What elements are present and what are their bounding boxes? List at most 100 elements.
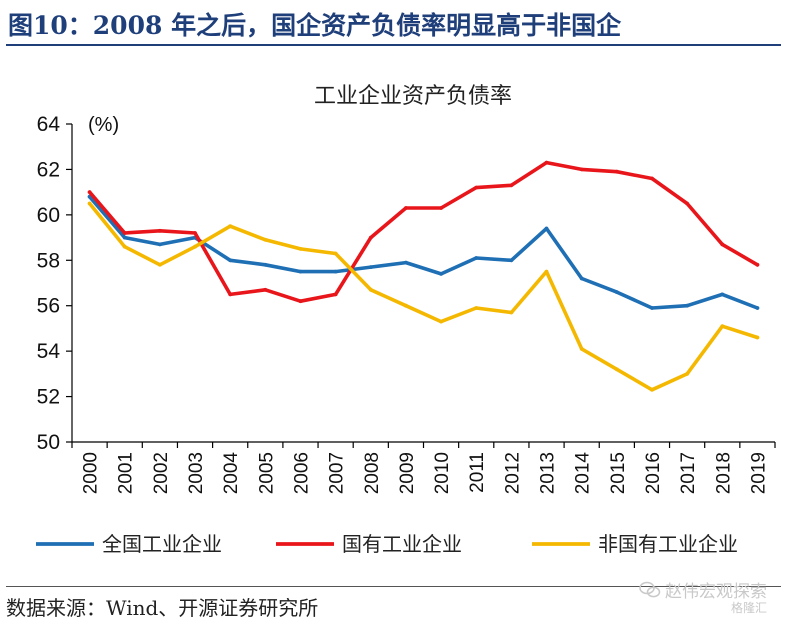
series-3-point [439, 319, 443, 324]
x-tick-label: 2017 [678, 452, 699, 494]
x-tick-label: 2008 [362, 452, 383, 494]
footer-divider [6, 586, 781, 587]
series-line-2 [87, 160, 760, 304]
x-tick-label: 2016 [643, 452, 664, 494]
x-tick-label: 2003 [186, 452, 207, 494]
series-line-3 [87, 201, 760, 392]
series-3-point [263, 237, 268, 242]
series-2-point [333, 292, 338, 297]
series-3-point [755, 335, 760, 340]
x-tick-label: 2012 [502, 452, 523, 494]
series-2-point [755, 262, 760, 267]
series-2-point [439, 206, 443, 210]
series-3-point [614, 367, 619, 372]
series-2-point [720, 242, 725, 247]
series-3-point [87, 201, 92, 206]
series-1-point [685, 303, 689, 308]
series-1-point [474, 256, 479, 260]
title-divider [6, 44, 781, 46]
series-2-point [685, 201, 689, 206]
x-tick-label: 2005 [256, 452, 277, 494]
y-axis-ticks: 50 52 54 56 58 60 62 64 [37, 113, 72, 454]
series-1-point [158, 242, 162, 247]
series-1-point [650, 306, 654, 310]
series-1-point [368, 265, 373, 269]
series-1-point [544, 226, 549, 231]
axes [71, 124, 775, 443]
series-3-point [122, 244, 127, 249]
chart-title: 工业企业资产负债率 [314, 84, 512, 109]
series-1-point [509, 258, 514, 263]
series-2-point [228, 292, 233, 297]
x-tick-label: 2013 [538, 452, 559, 494]
data-source-note: 数据来源：Wind、开源证券研究所 [6, 596, 319, 620]
series-2-point [544, 160, 549, 165]
series-3-point [333, 251, 338, 256]
series-1-point [439, 272, 443, 276]
legend-label-1: 全国工业企业 [102, 532, 222, 556]
series-3-point [193, 244, 197, 249]
y-tick-label: 58 [37, 249, 60, 272]
watermark-text: 赵伟宏观探索 [665, 582, 767, 602]
series-3-point [650, 387, 654, 392]
series-2-point [579, 167, 584, 172]
y-tick-label: 62 [37, 158, 60, 181]
series-2-point [193, 231, 197, 235]
series-2-point [368, 235, 373, 240]
series-2-point [298, 299, 303, 304]
y-tick-label: 54 [37, 340, 61, 363]
legend-label-2: 国有工业企业 [342, 532, 462, 556]
watermark: 赵伟宏观探索 格隆汇 [639, 577, 767, 615]
x-tick-label: 2009 [397, 452, 418, 494]
watermark-subtext: 格隆汇 [730, 601, 767, 615]
series-1-point [228, 258, 233, 263]
x-tick-label: 2019 [748, 452, 769, 494]
series-2-point [404, 206, 408, 210]
series-3-point [298, 247, 303, 251]
series-2-point [650, 176, 654, 181]
series-3-point [158, 262, 162, 267]
series-3-point [228, 224, 233, 229]
wechat-icon [639, 581, 661, 597]
series-2-point [509, 183, 514, 188]
legend-label-3: 非国有工业企业 [598, 532, 738, 556]
x-tick-label: 2002 [151, 452, 172, 494]
series-2-point [87, 190, 92, 195]
series-1-point [614, 290, 619, 294]
series-2-point [158, 228, 162, 233]
y-tick-label: 60 [37, 204, 60, 227]
figure-title: 图10：2008 年之后，国企资产负债率明显高于非国企 [8, 11, 622, 40]
series-3-point [368, 287, 373, 292]
series-1-point [263, 262, 268, 267]
series-3-point [685, 372, 689, 376]
legend: 全国工业企业 国有工业企业 非国有工业企业 [36, 532, 738, 556]
x-tick-label: 2018 [713, 452, 734, 494]
series-2-point [263, 287, 268, 292]
x-tick-label: 2007 [327, 452, 348, 494]
y-axis-unit-label: (%) [88, 114, 119, 136]
series-1-point [298, 269, 303, 274]
series-3-point [404, 303, 408, 308]
x-tick-label: 2006 [291, 452, 312, 494]
series-3-point [720, 324, 725, 329]
x-tick-label: 2004 [221, 452, 242, 495]
x-axis-ticks: 2000 2001 2002 2003 2004 2005 2006 2007 2008 2009… [71, 442, 776, 495]
series-1-point [404, 260, 408, 265]
x-tick-label: 2011 [467, 452, 488, 493]
series-1-point [755, 306, 760, 310]
series-1-point [122, 235, 127, 240]
y-tick-label: 50 [37, 431, 60, 454]
series-2-point [614, 169, 619, 174]
series-3-point [474, 306, 479, 310]
y-tick-label: 52 [37, 386, 60, 409]
x-tick-label: 2014 [573, 452, 594, 495]
series-3-point [579, 347, 584, 351]
x-tick-label: 2001 [116, 452, 137, 494]
series-2-point [122, 231, 127, 235]
series-1-point [720, 292, 725, 297]
y-tick-label: 64 [37, 113, 61, 136]
x-tick-label: 2015 [608, 452, 629, 494]
series-lines [87, 160, 760, 392]
x-tick-label: 2000 [81, 452, 102, 494]
